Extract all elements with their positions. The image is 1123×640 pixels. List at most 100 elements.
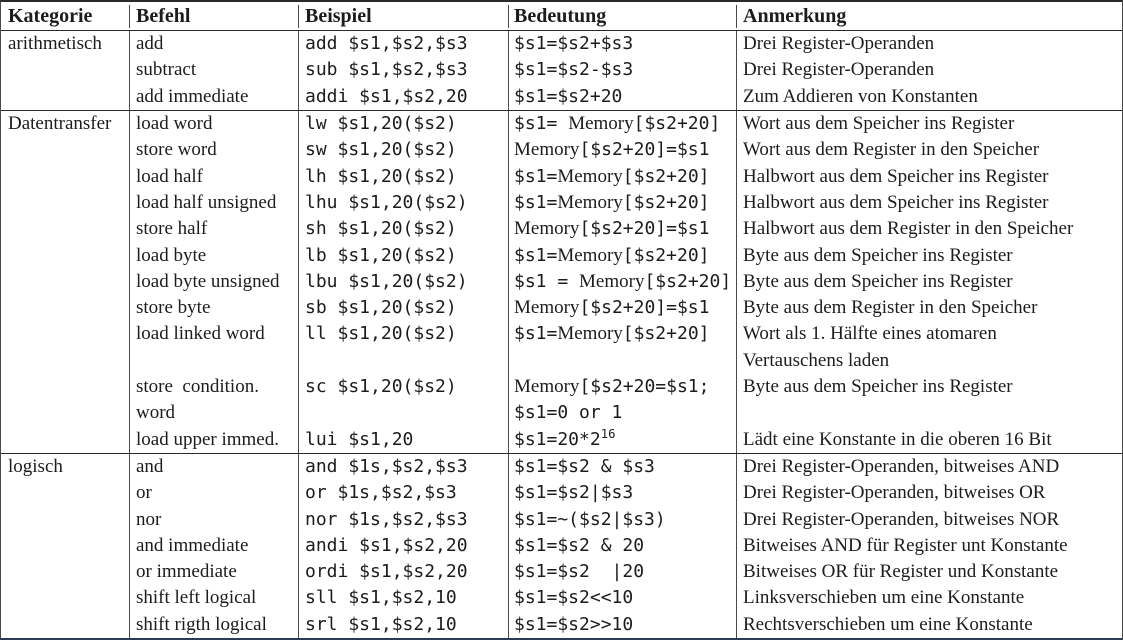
header-anmerkung: Anmerkung — [736, 4, 1122, 28]
bedeutung-expression: $s1=$s2 & $s3 — [514, 455, 655, 477]
beispiel-code — [305, 400, 508, 426]
anmerkung-text: Drei Register-Operanden, bitweises NOR — [743, 508, 1060, 530]
kategorie-cell: arithmetisch — [1, 31, 129, 110]
befehl-cell: load word store word load half load half un… — [129, 111, 298, 453]
bedeutung-expression: $s1= Memory[$s2+20] — [514, 113, 721, 135]
bedeutung-expression: $s1=$s2<<10 — [514, 587, 634, 609]
memory-keyword: Memory — [514, 139, 580, 161]
anmerkung-text: Drei Register-Operanden, bitweises AND — [743, 455, 1060, 477]
kategorie-label — [8, 269, 129, 295]
kategorie-label — [8, 243, 129, 269]
anmerkung-text: Halbwort aus dem Register in den Speiche… — [743, 218, 1074, 240]
bedeutung-expression: $s1=$s2>>10 — [514, 613, 634, 635]
anmerkung-text: Wort aus dem Register in den Speicher — [743, 139, 1040, 161]
befehl-label: nor — [136, 508, 162, 530]
beispiel-code: lw $s1,20($s2) — [305, 113, 457, 135]
befehl-label: load upper immed. — [136, 428, 279, 450]
anmerkung-text: Rechtsverschieben um eine Konstante — [743, 613, 1033, 635]
beispiel-code: lb $s1,20($s2) — [305, 244, 457, 266]
beispiel-cell: lw $s1,20($s2) sw $s1,20($s2) lh $s1,20($s… — [298, 111, 508, 453]
befehl-cell: add subtract add immediate — [129, 31, 298, 111]
kategorie-label — [8, 57, 129, 83]
kategorie-label — [8, 216, 129, 242]
beispiel-code: sh $s1,20($s2) — [305, 218, 457, 240]
anmerkung-text: Byte aus dem Speicher ins Register — [743, 270, 1013, 292]
beispiel-code: ll $s1,20($s2) — [305, 323, 457, 345]
anmerkung-text: Drei Register-Operanden — [743, 33, 935, 55]
memory-keyword: Memory — [514, 376, 580, 398]
befehl-label: load half — [136, 165, 204, 187]
anmerkung-text: Drei Register-Operanden — [743, 59, 935, 81]
befehl-label: and immediate — [136, 534, 249, 556]
beispiel-code: andi $s1,$s2,20 — [305, 534, 468, 556]
anmerkung-text: Zum Addieren von Konstanten — [743, 85, 978, 107]
beispiel-code — [305, 348, 508, 374]
kategorie-label — [8, 164, 129, 190]
bedeutung-expression: $s1=$s2+$s3 — [514, 33, 634, 55]
anmerkung-text: Lädt eine Konstante in die oberen 16 Bit — [743, 428, 1052, 450]
memory-keyword: Memory — [568, 113, 634, 135]
befehl-label: or — [136, 482, 152, 504]
beispiel-code: srl $s1,$s2,10 — [305, 613, 457, 635]
bedeutung-expression: $s1=0 or 1 — [514, 402, 623, 424]
kategorie-label — [8, 559, 129, 585]
bedeutung-expression: $s1=$s2 & 20 — [514, 534, 645, 556]
beispiel-code: sub $s1,$s2,$s3 — [305, 59, 468, 81]
header-beispiel: Beispiel — [298, 4, 508, 28]
befehl-label: store byte — [136, 297, 211, 319]
anmerkung-text — [743, 400, 1122, 426]
anmerkung-text: Bitweises AND für Register unt Konstante — [743, 534, 1068, 556]
bedeutung-cell: $s1=$s2 & $s3 $s1=$s2|$s3 $s1=~($s2|$s3) $s… — [508, 453, 736, 638]
bedeutung-expression: $s1=Memory[$s2+20] — [514, 191, 710, 213]
memory-keyword: Memory — [514, 297, 580, 319]
anmerkung-text: Byte aus dem Speicher ins Register — [743, 244, 1013, 266]
bedeutung-expression: $s1=$s2+20 — [514, 85, 623, 107]
kategorie-label — [8, 137, 129, 163]
befehl-label: add immediate — [136, 85, 249, 107]
befehl-label: load half unsigned — [136, 191, 277, 213]
bedeutung-expression: Memory[$s2+20=$s1; — [514, 376, 710, 398]
bedeutung-expression: $s1=$s2-$s3 — [514, 59, 634, 81]
anmerkung-cell: Wort aus dem Speicher ins Register Wort a… — [736, 111, 1122, 453]
befehl-cell: and or nor and immediate or immediate shift l… — [129, 453, 298, 638]
kategorie-label: Datentransfer — [8, 113, 112, 135]
befehl-label: load word — [136, 113, 213, 135]
bedeutung-expression: $s1=~($s2|$s3) — [514, 508, 666, 530]
anmerkung-cell: Drei Register-Operanden, bitweises AND Dr… — [736, 453, 1122, 638]
befehl-label: shift rigth logical — [136, 613, 267, 635]
bedeutung-expression: $s1=$s2|$s3 — [514, 482, 634, 504]
beispiel-code: lh $s1,20($s2) — [305, 165, 457, 187]
anmerkung-text: Bitweises OR für Register und Konstante — [743, 561, 1059, 583]
bedeutung-expression — [514, 348, 736, 374]
befehl-label: load linked word — [136, 323, 265, 345]
befehl-label: and — [136, 455, 164, 477]
kategorie-label — [8, 612, 129, 638]
anmerkung-text: Halbwort aus dem Speicher ins Register — [743, 191, 1049, 213]
anmerkung-text: Byte aus dem Register in den Speicher — [743, 297, 1038, 319]
header-kategorie: Kategorie — [8, 4, 93, 27]
header-befehl: Befehl — [129, 4, 298, 28]
anmerkung-cell: Drei Register-Operanden Drei Register-Ope… — [736, 31, 1122, 111]
bedeutung-expression: $s1=Memory[$s2+20] — [514, 165, 710, 187]
memory-keyword: Memory — [557, 244, 623, 266]
beispiel-code: lbu $s1,20($s2) — [305, 270, 468, 292]
memory-keyword: Memory — [579, 270, 645, 292]
anmerkung-text: Wort aus dem Speicher ins Register — [743, 113, 1015, 135]
befehl-label: subtract — [136, 59, 197, 81]
befehl-label: load byte unsigned — [136, 270, 280, 292]
category-group: Datentransfer load word store word load hal… — [1, 110, 1122, 453]
kategorie-cell: logisch — [1, 454, 129, 638]
kategorie-label — [8, 321, 129, 347]
befehl-label: store condition. — [136, 376, 259, 398]
kategorie-label — [8, 190, 129, 216]
befehl-label: shift left logical — [136, 587, 257, 609]
kategorie-label: logisch — [8, 455, 63, 477]
beispiel-code: sll $s1,$s2,10 — [305, 587, 457, 609]
anmerkung-text: Linksverschieben um eine Konstante — [743, 587, 1025, 609]
beispiel-code: nor $1s,$s2,$s3 — [305, 508, 468, 530]
beispiel-code: sw $s1,20($s2) — [305, 139, 457, 161]
table-body: arithmetisch add subtract add immediate add … — [1, 30, 1122, 638]
befehl-label — [136, 348, 298, 374]
anmerkung-text: Halbwort aus dem Speicher ins Register — [743, 165, 1049, 187]
